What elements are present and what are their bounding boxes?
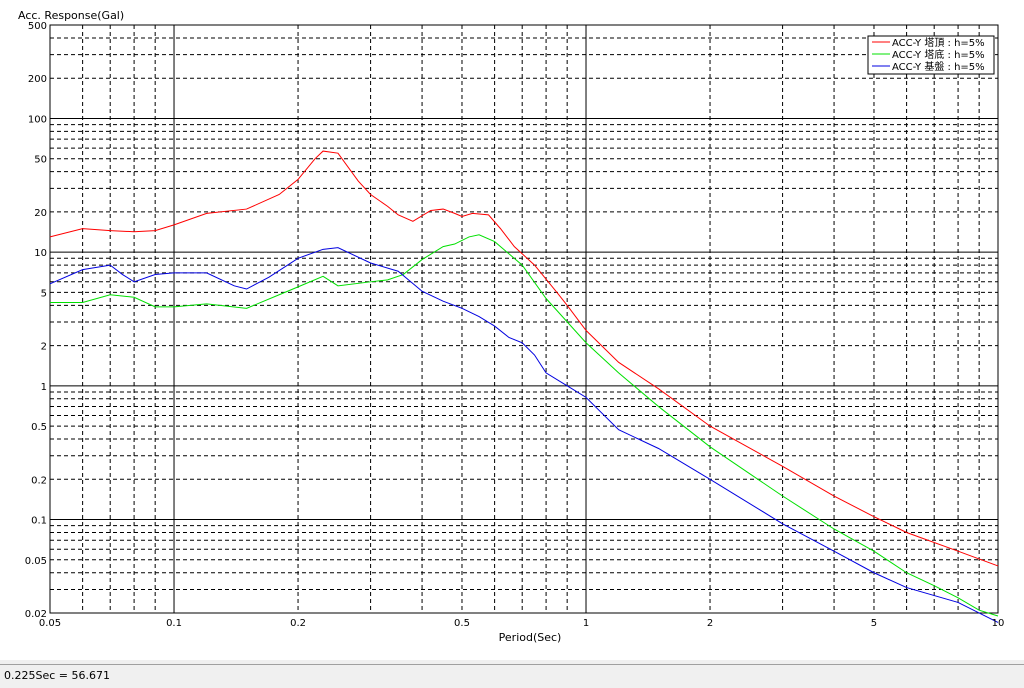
series-line-3 — [49, 247, 999, 623]
y-tick-label: 0.5 — [31, 422, 47, 433]
y-tick-label: 20 — [34, 208, 47, 219]
response-spectrum-chart: Acc. Response(Gal) Period(Sec) 0.05 0.1 0.… — [18, 9, 1005, 644]
legend-entry-1: ACC-Y 塔頂 : h=5% — [892, 36, 985, 49]
chart-area[interactable]: Acc. Response(Gal) Period(Sec) 0.05 0.1 0.… — [0, 0, 1024, 660]
y-tick-label: 1 — [41, 382, 47, 393]
x-tick-label: 0.05 — [39, 618, 61, 629]
y-tick-label: 500 — [28, 21, 47, 32]
x-tick-label: 10 — [992, 618, 1005, 629]
y-tick-label: 0.05 — [25, 556, 47, 567]
y-tick-label: 50 — [34, 155, 47, 166]
y-tick-label: 200 — [28, 74, 47, 85]
y-tick-label: 0.2 — [31, 475, 47, 486]
y-tick-label: 100 — [28, 114, 47, 125]
cursor-readout: 0.225Sec = 56.671 — [4, 669, 110, 682]
y-tick-label: 5 — [41, 288, 47, 299]
series-line-2 — [50, 234, 999, 617]
plot-frame — [49, 24, 999, 614]
series-layer — [49, 150, 999, 623]
x-tick-label: 0.1 — [166, 618, 182, 629]
tick-labels: 0.05 0.1 0.2 0.5 1 2 5 100.020.050.10.20.512510… — [25, 21, 1005, 629]
legend-entry-2: ACC-Y 塔底 : h=5% — [892, 48, 985, 61]
y-axis-label: Acc. Response(Gal) — [18, 9, 124, 22]
y-tick-label: 0.02 — [25, 609, 47, 620]
grid — [49, 24, 999, 614]
x-tick-label: 0.5 — [454, 618, 470, 629]
x-axis-label: Period(Sec) — [499, 631, 562, 644]
series-line-1 — [49, 150, 999, 567]
legend: ACC-Y 塔頂 : h=5%ACC-Y 塔底 : h=5%ACC-Y 基盤 :… — [867, 35, 995, 75]
y-tick-label: 10 — [34, 248, 47, 259]
x-tick-label: 1 — [583, 618, 589, 629]
x-tick-label: 5 — [871, 618, 877, 629]
legend-entry-3: ACC-Y 基盤 : h=5% — [892, 60, 985, 73]
x-tick-label: 2 — [707, 618, 713, 629]
y-tick-label: 2 — [41, 342, 47, 353]
y-tick-label: 0.1 — [31, 516, 47, 527]
x-tick-label: 0.2 — [290, 618, 306, 629]
status-bar: 0.225Sec = 56.671 — [0, 664, 1024, 688]
